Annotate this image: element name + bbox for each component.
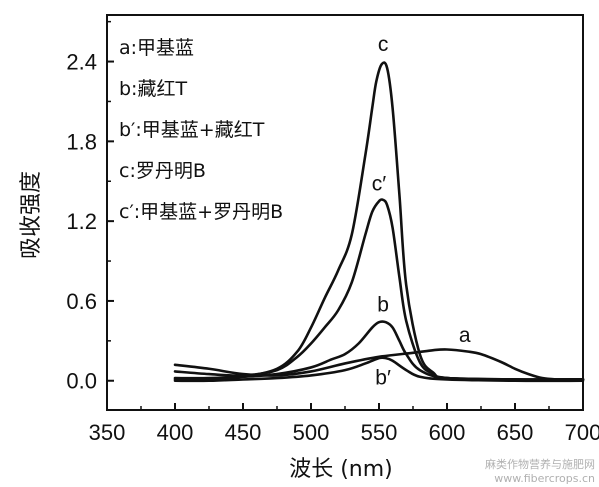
watermark-line-1: 麻类作物营养与施肥网 [485,457,595,471]
x-tick-label: 650 [497,420,534,445]
series-line-b [173,320,585,381]
y-tick-label: 0.0 [66,369,97,394]
x-tick-label: 600 [429,420,466,445]
series-line-a [173,348,585,381]
y-axis-title: 吸收强度 [19,171,44,259]
x-tick-label: 700 [565,420,599,445]
axis-ticks: 350 400 450 500 550 600 650 700 0.0 0.6 1.2 1.8 2.4 [66,20,599,445]
series-line-c′ [173,198,585,381]
legend-entry: c:罗丹明B [119,160,206,182]
curve-labels: c c′ b b′ a [372,33,471,390]
x-tick-label: 500 [293,420,330,445]
x-tick-label: 450 [225,420,262,445]
curve-label-a: a [459,324,471,347]
series-line-b′ [173,356,585,383]
y-tick-label: 1.2 [66,209,97,234]
y-tick-label: 2.4 [66,50,97,75]
curve-label-c′: c′ [372,173,387,196]
curve-label-c: c [378,33,389,56]
legend-entry: c′:甲基蓝+罗丹明B [119,201,283,223]
legend: a:甲基蓝 b:藏红T b′:甲基蓝+藏红T c:罗丹明B c′:甲基蓝+罗丹明B [119,37,283,223]
x-axis-title: 波长 (nm) [289,457,393,482]
legend-entry: b:藏红T [119,78,187,100]
curve-label-b: b [377,294,389,317]
legend-entry: b′:甲基蓝+藏红T [119,119,265,141]
y-tick-label: 1.8 [66,129,97,154]
x-tick-label: 400 [157,420,194,445]
legend-entry: a:甲基蓝 [119,37,194,59]
watermark-line-2: www.fibercrops.cn [494,472,595,485]
curve-label-b′: b′ [375,367,391,390]
spectrum-curves [173,61,585,383]
x-tick-label: 550 [361,420,398,445]
y-tick-label: 0.6 [66,289,97,314]
x-tick-label: 350 [89,420,126,445]
series-line-c [173,61,585,381]
